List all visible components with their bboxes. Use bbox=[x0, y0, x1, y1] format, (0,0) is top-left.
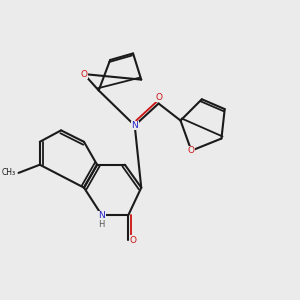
Text: O: O bbox=[156, 92, 163, 101]
Text: N: N bbox=[131, 121, 138, 130]
Text: N: N bbox=[99, 211, 105, 220]
Text: O: O bbox=[80, 70, 88, 79]
Text: H: H bbox=[98, 220, 104, 229]
Text: O: O bbox=[130, 236, 137, 244]
Text: CH₃: CH₃ bbox=[2, 168, 16, 177]
Text: O: O bbox=[188, 146, 195, 155]
